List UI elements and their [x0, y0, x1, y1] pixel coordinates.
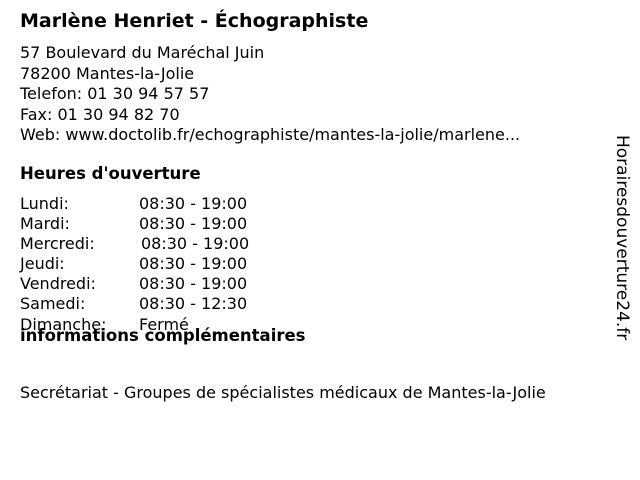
day: Mercredi: — [20, 234, 95, 254]
day: Dimanche: — [20, 314, 107, 334]
phone: Telefon: 01 30 94 57 57 — [20, 84, 210, 103]
page-title: Marlène Henriet - Échographiste — [20, 10, 369, 32]
hours-row: Lundi: 08:30 - 19:00 — [20, 194, 247, 214]
time: 08:30 - 12:30 — [139, 294, 248, 314]
hours-table: Lundi: 08:30 - 19:00 Mardi: 08:30 - 19:00 … — [20, 194, 249, 335]
time: 08:30 - 19:00 — [141, 234, 250, 254]
hours-row: Mercredi: 08:30 - 19:00 — [20, 234, 249, 254]
city: 78200 Mantes-la-Jolie — [20, 63, 195, 83]
time: 08:30 - 19:00 — [139, 274, 248, 294]
hours-row: Samedi: 08:30 - 12:30 — [20, 294, 247, 314]
hours-heading: Heures d'ouverture — [20, 164, 201, 183]
info-text: Secrétariat - Groupes de spécialistes mé… — [20, 383, 546, 402]
time: 08:30 - 19:00 — [139, 194, 248, 213]
time: 08:30 - 19:00 — [139, 254, 248, 274]
day: Jeudi: — [20, 254, 65, 274]
fax: Fax: 01 30 94 82 70 — [20, 104, 180, 124]
day: Mardi: — [20, 214, 70, 234]
time: Fermé — [139, 314, 189, 334]
hours-row: Vendredi: 08:30 - 19:00 — [20, 274, 247, 294]
info-heading: informations complémentaires — [20, 326, 306, 345]
hours-row: Jeudi: 08:30 - 19:00 — [20, 254, 247, 274]
day: Vendredi: — [20, 274, 96, 294]
contact-block: 57 Boulevard du Maréchal Juin 78200 Mant… — [20, 43, 520, 146]
street-address: 57 Boulevard du Maréchal Juin — [20, 43, 265, 62]
hours-row: Dimanche: Fermé — [20, 314, 189, 335]
hours-row: Mardi: 08:30 - 19:00 — [20, 214, 247, 234]
day: Samedi: — [20, 294, 86, 314]
watermark-text: Horairesdouverture24.fr — [612, 135, 632, 341]
day: Lundi: — [20, 194, 69, 213]
website-link[interactable]: Web: www.doctolib.fr/echographiste/mante… — [20, 125, 521, 144]
time: 08:30 - 19:00 — [139, 214, 248, 234]
